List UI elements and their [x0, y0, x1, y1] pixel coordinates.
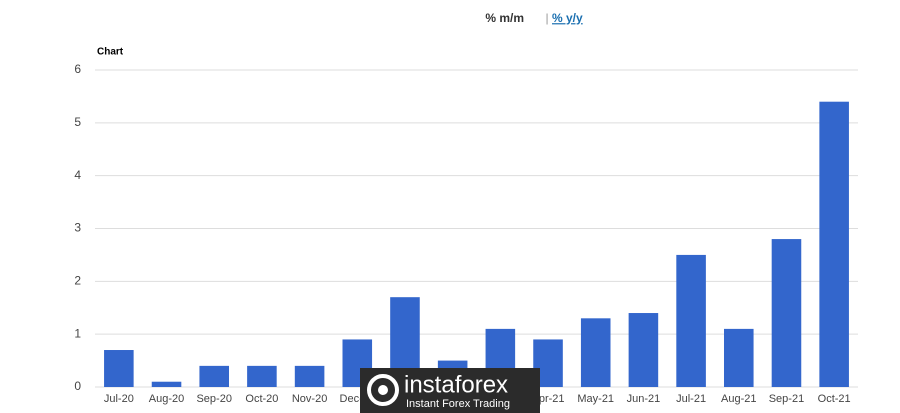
x-tick-label: Jun-21	[627, 393, 661, 405]
watermark-tagline: Instant Forex Trading	[406, 398, 510, 410]
y-tick-label: 5	[74, 115, 81, 129]
bar	[628, 313, 659, 387]
x-tick-label: Oct-20	[245, 393, 278, 405]
y-tick-label: 6	[74, 62, 81, 76]
x-tick-label: Aug-20	[149, 393, 184, 405]
y-tick-label: 4	[74, 168, 81, 182]
bar	[676, 254, 706, 387]
x-tick-label: May-21	[577, 393, 614, 405]
bar	[294, 365, 325, 387]
bar	[580, 318, 611, 387]
y-tick-label: 0	[74, 379, 81, 393]
chart-title: Chart	[97, 47, 124, 58]
x-tick-label: Nov-20	[292, 393, 327, 405]
watermark: instaforex Instant Forex Trading	[360, 368, 540, 413]
bar	[151, 381, 182, 387]
x-tick-label: Jul-20	[104, 393, 134, 405]
x-tick-label: Sep-20	[196, 393, 231, 405]
x-tick-label: Sep-21	[769, 393, 804, 405]
y-tick-label: 1	[74, 326, 81, 340]
tab-link[interactable]: % y/y	[552, 11, 583, 25]
bar	[771, 239, 802, 387]
tab-active[interactable]: % m/m	[485, 11, 524, 25]
y-tick-label: 2	[74, 274, 81, 288]
watermark-brand: instaforex	[404, 371, 508, 398]
x-tick-label: Jul-21	[676, 393, 706, 405]
x-tick-label: Oct-21	[818, 393, 851, 405]
tab-separator: |	[545, 11, 548, 25]
watermark-logo	[367, 374, 399, 406]
x-tick-label: Aug-21	[721, 393, 756, 405]
bar	[199, 365, 230, 387]
watermark-bg	[360, 368, 540, 413]
bar	[247, 365, 277, 387]
y-tick-label: 3	[74, 221, 81, 235]
watermark-logo-center	[378, 385, 388, 395]
bar	[819, 101, 849, 387]
bar	[723, 328, 754, 387]
bar	[104, 350, 134, 387]
